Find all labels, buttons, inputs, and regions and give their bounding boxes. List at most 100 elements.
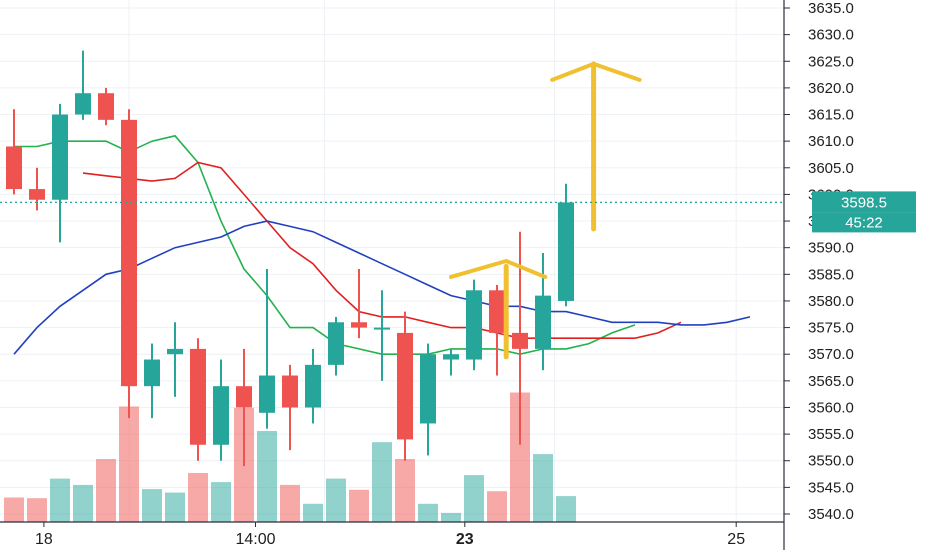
candle-body <box>466 290 482 360</box>
volume-bar <box>119 406 139 522</box>
candle[interactable] <box>443 348 459 376</box>
candle-body <box>512 332 528 349</box>
volume-bar <box>556 496 576 522</box>
volume-bar <box>441 512 461 522</box>
volume-bar <box>257 431 277 522</box>
candle-body <box>52 114 68 200</box>
price-axis[interactable]: 3635.0 3630.0 3625.0 3620.0 3615.0 3610.0 3605… <box>784 0 854 523</box>
price-tick-label: 3630.0 <box>808 27 854 44</box>
candle-body <box>121 119 137 387</box>
volume-bar <box>280 484 300 522</box>
candle[interactable] <box>98 87 114 126</box>
candle[interactable] <box>535 253 551 371</box>
volume-bar <box>211 482 231 522</box>
volume-bar <box>73 484 93 522</box>
price-tick-label: 3550.0 <box>808 453 854 470</box>
candle-body <box>443 354 459 360</box>
price-tags: 3598.5 45:22 <box>812 191 916 233</box>
volume-bar <box>303 503 323 522</box>
candle[interactable] <box>466 279 482 371</box>
candle[interactable] <box>236 348 252 467</box>
candle[interactable] <box>29 167 45 211</box>
price-tick-label: 3620.0 <box>808 80 854 97</box>
countdown-label: 45:22 <box>845 214 883 231</box>
price-tick-label: 3615.0 <box>808 107 854 124</box>
price-tick-label: 3540.0 <box>808 506 854 523</box>
candle-body <box>75 93 91 115</box>
candle[interactable] <box>213 359 229 461</box>
countdown-tag: 45:22 <box>812 212 916 233</box>
time-tick-label: 18 <box>35 531 53 548</box>
candle-body <box>6 146 22 190</box>
volume-bar <box>487 491 507 522</box>
annotations <box>449 61 642 360</box>
time-axis[interactable]: 18 14:00 23 25 <box>35 522 745 548</box>
volume-bar <box>533 454 553 522</box>
candle-body <box>190 348 206 445</box>
volume-bar <box>510 392 530 522</box>
volume-bar <box>349 489 369 522</box>
candle[interactable] <box>52 103 68 243</box>
candle-body <box>144 359 160 387</box>
price-tick-label: 3560.0 <box>808 399 854 416</box>
candle-body <box>397 332 413 440</box>
candle-body <box>535 295 551 349</box>
price-tick-label: 3590.0 <box>808 240 854 257</box>
volume-bar <box>418 503 438 522</box>
candle-body <box>167 348 183 355</box>
volume-bar <box>142 489 162 522</box>
candle-body <box>328 322 344 365</box>
candle[interactable] <box>282 364 298 451</box>
price-tick-label: 3585.0 <box>808 266 854 283</box>
current-price-tag: 3598.5 <box>812 191 916 213</box>
price-tick-label: 3635.0 <box>808 0 854 17</box>
countdown-tag-bg <box>812 212 916 233</box>
candle[interactable] <box>305 348 321 424</box>
candle[interactable] <box>75 50 91 120</box>
candle-body <box>420 354 436 424</box>
volume-bar <box>188 473 208 522</box>
volume-bar <box>50 478 70 522</box>
price-tick-label: 3545.0 <box>808 479 854 496</box>
volume-bar <box>395 459 415 522</box>
candle-body <box>489 290 505 333</box>
price-tick-label: 3580.0 <box>808 293 854 310</box>
arrow-head[interactable] <box>550 61 642 82</box>
candle[interactable] <box>259 268 275 429</box>
price-tick-label: 3605.0 <box>808 160 854 177</box>
volume-bar <box>96 459 116 522</box>
candle[interactable] <box>397 311 413 461</box>
volume-bar <box>27 498 47 522</box>
volume-bar <box>4 497 24 522</box>
candle[interactable] <box>351 268 367 339</box>
candle-body <box>98 93 114 120</box>
candle[interactable] <box>420 343 436 456</box>
time-tick-label: 14:00 <box>235 531 275 548</box>
candle[interactable] <box>374 290 390 381</box>
candle[interactable] <box>167 322 183 397</box>
candle-body <box>374 327 390 330</box>
candle-body <box>305 364 321 408</box>
candle[interactable] <box>489 284 505 376</box>
candle[interactable] <box>328 316 344 376</box>
candle-body <box>351 322 367 328</box>
price-tick-label: 3610.0 <box>808 133 854 150</box>
volume-bar <box>165 492 185 522</box>
candle[interactable] <box>190 338 206 461</box>
candle[interactable] <box>558 183 574 307</box>
candle[interactable] <box>121 109 137 419</box>
ma-fast-line <box>14 134 636 356</box>
candles <box>6 50 574 467</box>
volume-bar <box>326 478 346 522</box>
price-tick-label: 3565.0 <box>808 373 854 390</box>
candle-body <box>29 189 45 200</box>
candle[interactable] <box>6 109 22 195</box>
price-tick-label: 3575.0 <box>808 320 854 337</box>
volume-bar <box>372 442 392 522</box>
candle[interactable] <box>144 343 160 419</box>
candle-body <box>558 202 574 301</box>
price-tick-label: 3625.0 <box>808 53 854 70</box>
chevron-drawing[interactable] <box>449 259 548 279</box>
